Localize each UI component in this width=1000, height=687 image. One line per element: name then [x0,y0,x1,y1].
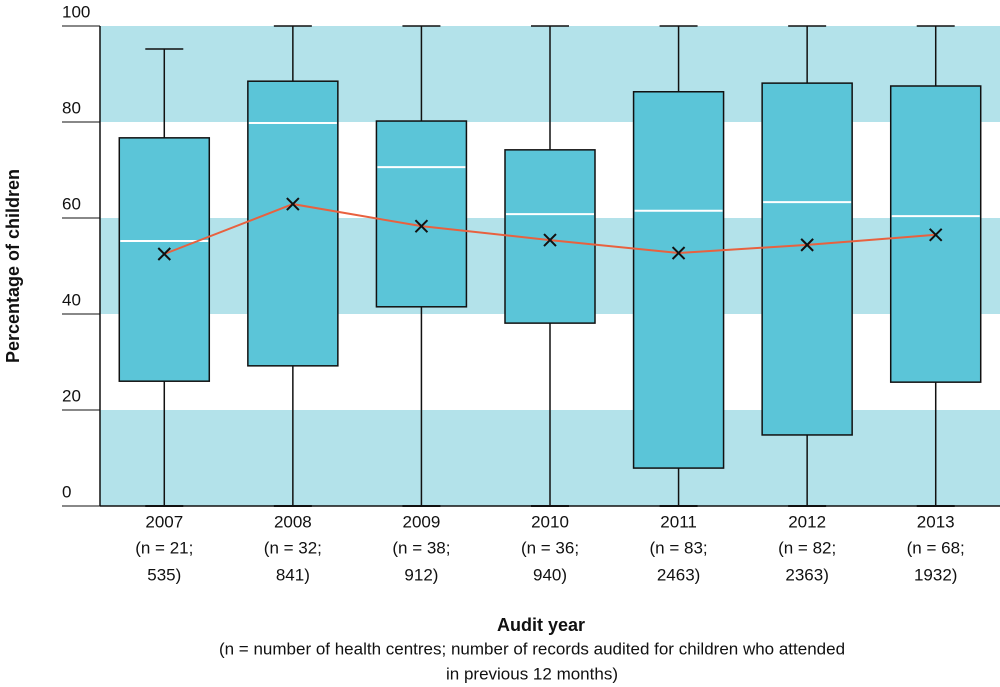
x-tick-note: 2363) [785,565,828,584]
y-tick-label: 60 [62,194,81,213]
x-tick-label: 2013 [917,512,955,531]
footnote: (n = number of health centres; number of… [219,639,845,658]
x-tick-label: 2008 [274,512,312,531]
x-tick-label: 2011 [660,512,697,531]
mean-marker [414,219,429,233]
x-tick-note: 535) [147,565,181,584]
y-tick-label: 0 [62,482,71,501]
x-tick-note: 940) [533,565,567,584]
x-axis-title: Audit year [497,615,585,635]
y-tick-label: 100 [62,2,90,21]
y-tick-label: 40 [62,290,81,309]
x-tick-label: 2009 [403,512,441,531]
y-tick-label: 80 [62,98,81,117]
box [375,120,468,308]
x-tick-label: 2007 [145,512,183,531]
y-tick-label: 20 [62,386,81,405]
x-tick-note: (n = 21; [135,538,193,557]
x-tick-note: 912) [404,565,438,584]
x-tick-note: (n = 38; [392,538,450,557]
x-tick-label: 2010 [531,512,569,531]
mean-marker [800,238,814,252]
mean-marker [671,246,686,260]
x-tick-note: (n = 36; [521,538,579,557]
x-tick-note: (n = 32; [264,538,322,557]
footnote: in previous 12 months) [446,664,618,683]
x-tick-note: 841) [276,565,310,584]
box [761,82,853,436]
box [118,137,211,382]
x-tick-note: (n = 83; [650,538,708,557]
box [632,91,725,469]
mean-marker [286,197,300,211]
x-tick-note: (n = 82; [778,538,836,557]
x-tick-note: 1932) [914,565,957,584]
x-tick-note: 2463) [657,565,700,584]
x-tick-label: 2012 [788,512,826,531]
mean-marker [157,247,171,261]
mean-marker [929,228,943,242]
y-axis-title: Percentage of children [3,169,23,363]
x-tick-note: (n = 68; [907,538,965,557]
mean-marker [543,233,557,247]
box [247,80,339,367]
